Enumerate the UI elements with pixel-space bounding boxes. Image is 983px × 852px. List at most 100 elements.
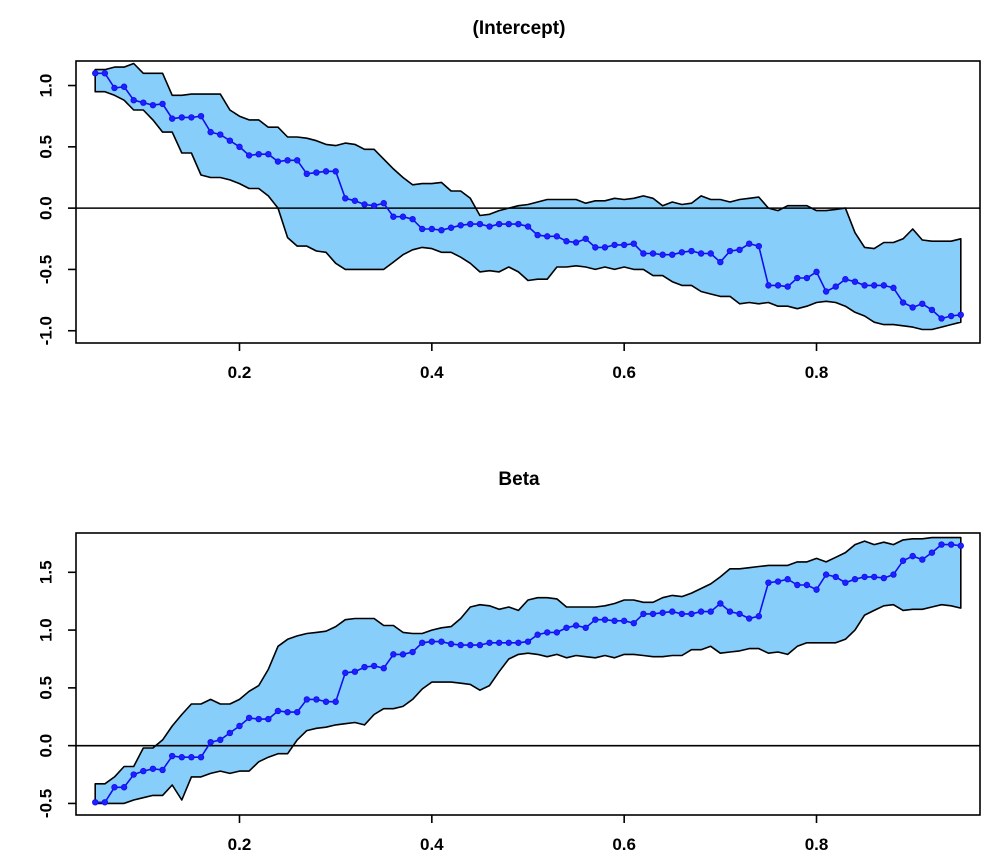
data-point — [207, 128, 214, 136]
data-point — [755, 613, 763, 620]
y-tick-label: 0.5 — [37, 676, 56, 700]
data-point — [149, 101, 157, 109]
x-tick-label: 0.2 — [228, 835, 252, 852]
data-point — [861, 573, 868, 581]
data-point — [486, 639, 493, 646]
data-point — [293, 157, 301, 164]
data-point — [111, 784, 118, 791]
data-point — [851, 278, 859, 285]
data-point — [130, 771, 137, 778]
x-tick-label: 0.6 — [612, 835, 636, 852]
data-point — [947, 312, 955, 320]
data-point — [765, 282, 772, 289]
data-point — [447, 224, 455, 231]
data-point — [419, 225, 426, 233]
data-point — [409, 648, 416, 656]
data-point — [822, 288, 830, 295]
data-point — [707, 250, 714, 257]
data-point — [486, 223, 493, 230]
data-point — [563, 238, 570, 245]
data-point — [159, 100, 166, 108]
data-point — [899, 299, 907, 306]
data-point — [390, 651, 397, 658]
data-point — [101, 70, 109, 77]
data-point — [726, 247, 734, 255]
data-point — [938, 315, 945, 322]
data-point — [380, 200, 387, 207]
data-point — [601, 616, 609, 623]
data-point — [92, 70, 99, 77]
data-point — [447, 640, 455, 648]
confidence-band — [94, 536, 962, 805]
data-point — [332, 698, 339, 705]
data-point — [495, 220, 503, 228]
data-point — [736, 246, 743, 254]
data-point — [688, 610, 695, 618]
data-point — [313, 169, 320, 176]
data-point — [419, 639, 426, 646]
data-point — [592, 244, 599, 251]
data-point — [274, 707, 282, 715]
data-point — [601, 244, 609, 251]
data-point — [168, 115, 176, 122]
data-point — [659, 609, 666, 616]
data-point — [726, 608, 734, 615]
data-point — [957, 542, 964, 549]
data-point — [947, 541, 955, 548]
data-point — [794, 274, 801, 282]
data-point — [217, 736, 224, 744]
data-point — [611, 617, 618, 625]
data-point — [399, 651, 407, 658]
data-point — [736, 610, 743, 618]
data-point — [572, 239, 580, 246]
data-point — [101, 799, 109, 806]
x-tick-label: 0.6 — [612, 363, 636, 382]
data-point — [495, 639, 503, 646]
data-point — [245, 152, 253, 159]
data-point — [909, 304, 916, 311]
data-point — [640, 250, 647, 257]
data-point — [842, 276, 849, 283]
data-point — [188, 754, 195, 761]
data-point — [524, 638, 532, 645]
data-point — [505, 639, 512, 646]
data-point — [928, 549, 936, 556]
data-point — [226, 137, 234, 144]
data-point — [524, 223, 532, 230]
data-point — [322, 168, 330, 175]
data-point — [611, 241, 618, 249]
data-point — [515, 220, 522, 228]
data-point — [505, 220, 512, 228]
data-point — [149, 765, 157, 772]
y-tick-label: 1.0 — [37, 74, 56, 98]
data-point — [265, 715, 272, 723]
panel-title: Beta — [498, 469, 540, 490]
data-point — [707, 608, 714, 615]
data-point — [774, 578, 782, 585]
data-point — [553, 233, 561, 240]
data-point — [178, 754, 185, 761]
data-point — [140, 99, 147, 106]
data-point — [813, 268, 820, 276]
data-point — [428, 638, 436, 645]
x-tick-label: 0.4 — [420, 363, 444, 382]
data-point — [688, 247, 695, 255]
data-point — [630, 619, 637, 627]
data-point — [794, 581, 801, 589]
data-point — [765, 579, 772, 586]
data-point — [813, 586, 820, 593]
data-point — [669, 251, 676, 258]
data-point — [236, 143, 243, 151]
data-point — [120, 784, 128, 791]
y-tick-label: 0.0 — [37, 196, 56, 220]
y-tick-label: 0.5 — [37, 135, 56, 159]
data-point — [880, 282, 888, 289]
data-point — [322, 698, 330, 705]
data-point — [515, 639, 522, 646]
data-point — [92, 799, 99, 806]
data-point — [582, 624, 589, 631]
data-point — [890, 571, 897, 578]
data-point — [938, 541, 945, 548]
data-point — [140, 767, 147, 775]
data-point — [217, 131, 224, 138]
